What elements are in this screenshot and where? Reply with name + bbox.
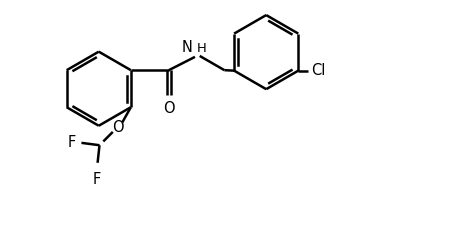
Text: F: F: [68, 135, 76, 150]
Text: Cl: Cl: [311, 63, 326, 78]
Text: H: H: [197, 42, 207, 55]
Text: F: F: [93, 172, 101, 187]
Text: N: N: [182, 40, 192, 55]
Text: O: O: [112, 120, 123, 135]
Text: O: O: [163, 101, 175, 116]
